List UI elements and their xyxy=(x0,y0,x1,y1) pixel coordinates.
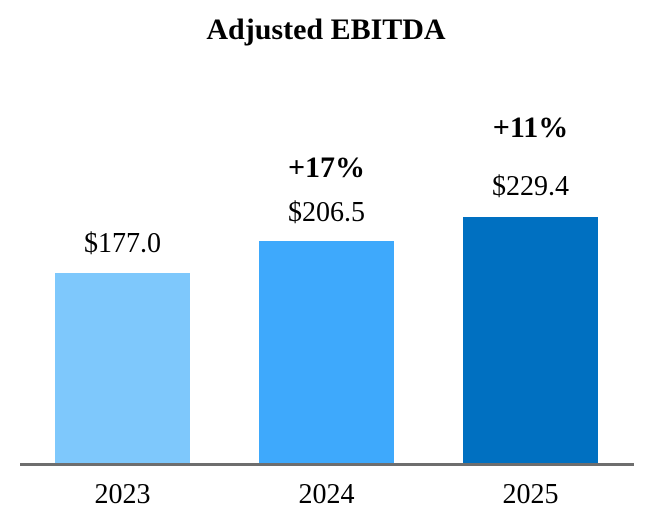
value-label-2025: $229.4 xyxy=(492,171,569,202)
growth-label-2025: +11% xyxy=(492,111,569,144)
bar-2025 xyxy=(463,217,598,464)
value-label-2023: $177.0 xyxy=(84,228,161,259)
x-axis-line xyxy=(20,463,634,466)
bar-2023 xyxy=(55,273,190,464)
chart-title: Adjusted EBITDA xyxy=(206,13,446,46)
category-label-2023: 2023 xyxy=(94,479,151,510)
category-label-2024: 2024 xyxy=(298,479,355,510)
category-label-2025: 2025 xyxy=(502,479,559,510)
bar-2024 xyxy=(259,241,394,464)
value-label-2024: $206.5 xyxy=(288,197,365,228)
growth-label-2024: +17% xyxy=(287,151,366,184)
